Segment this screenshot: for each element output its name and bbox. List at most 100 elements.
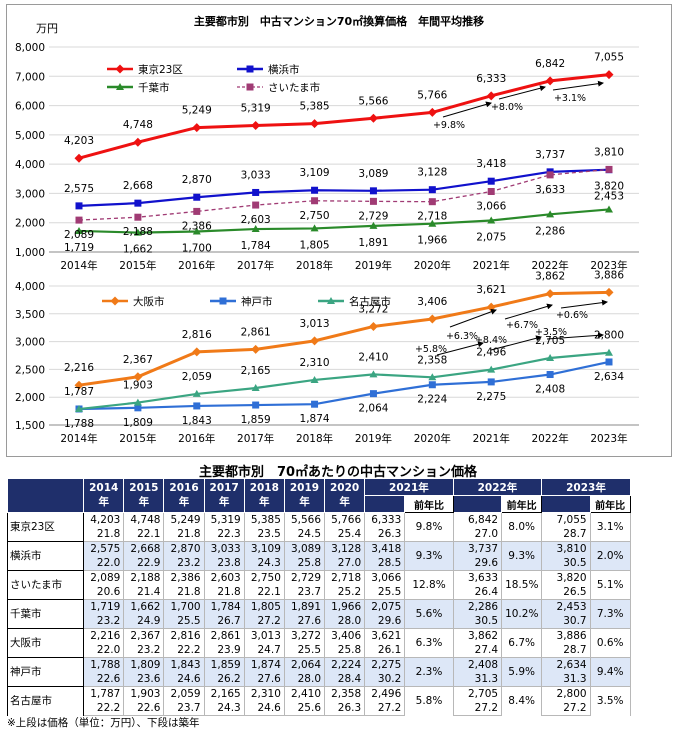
data-point xyxy=(310,224,319,232)
series-line-2 xyxy=(78,168,610,207)
data-label: 2,750 xyxy=(300,210,330,222)
data-point xyxy=(75,216,83,224)
data-label: 3,862 xyxy=(535,271,565,283)
y-tick-label: 3,000 xyxy=(15,188,45,200)
data-point xyxy=(74,380,84,390)
data-point xyxy=(546,371,554,379)
legend-label: 神戸市 xyxy=(241,295,273,308)
data-label: 2,729 xyxy=(358,210,388,222)
data-label: 2,224 xyxy=(417,394,447,406)
city-name: 大阪市 xyxy=(6,628,85,658)
x-tick-label: 2017年 xyxy=(237,432,274,445)
data-point xyxy=(487,187,495,195)
age-cell: 25.6 xyxy=(283,701,326,716)
price-cell: 2,367 xyxy=(123,628,165,643)
legend-marker xyxy=(219,297,227,305)
data-point xyxy=(605,205,613,213)
age-cell: 20.6 xyxy=(83,585,125,600)
data-point xyxy=(428,373,437,381)
age-cell: 22.1 xyxy=(123,527,165,542)
data-label: 2,310 xyxy=(300,357,330,369)
city-name: 千葉市 xyxy=(6,599,85,629)
city-name: 神戸市 xyxy=(6,657,85,687)
year-header: 2015年 xyxy=(123,478,165,513)
chart-frame: 主要都市別 中古マンション70㎡換算価格 年間平均推移 万円 1,000 2,000 3… xyxy=(6,4,672,457)
city-name: 東京23区 xyxy=(6,512,85,542)
data-point xyxy=(486,91,496,101)
yoy-cell: 6.3% xyxy=(404,628,454,658)
data-label: 1,859 xyxy=(241,414,271,426)
price-cell: 2,816 xyxy=(163,628,205,643)
data-label: 2,603 xyxy=(241,214,271,226)
price-cell: 5,385 xyxy=(243,512,285,527)
data-label: 1,662 xyxy=(123,244,153,256)
data-point xyxy=(369,197,377,205)
data-label: 3,033 xyxy=(241,169,271,181)
data-label: 3,418 xyxy=(476,158,506,170)
data-label: 1,784 xyxy=(241,240,271,252)
age-cell: 30.5 xyxy=(452,614,503,629)
price-cell: 1,874 xyxy=(243,657,285,672)
data-point xyxy=(428,381,436,389)
age-cell: 22.3 xyxy=(203,527,245,542)
data-label: 1,700 xyxy=(182,243,212,255)
data-label: 3,013 xyxy=(300,318,330,330)
yoy-cell: 2.0% xyxy=(589,541,631,571)
x-tick-label: 2017年 xyxy=(237,259,274,272)
data-point xyxy=(252,401,260,409)
price-cell: 2,059 xyxy=(163,686,205,701)
x-tick-label: 2014年 xyxy=(60,432,97,445)
price-cell: 3,013 xyxy=(243,628,285,643)
data-point xyxy=(134,213,142,221)
series-line-1 xyxy=(78,290,610,387)
data-label: 2,059 xyxy=(182,371,212,383)
data-label: 3,633 xyxy=(535,184,565,196)
growth-annotation: +6.3% xyxy=(446,331,478,342)
price-cell: 2,668 xyxy=(123,541,165,556)
data-label: 2,408 xyxy=(535,384,565,396)
data-point xyxy=(311,197,319,205)
age-cell: 25.5 xyxy=(283,643,326,658)
price-cell: 5,566 xyxy=(283,512,326,527)
age-cell: 27.0 xyxy=(324,556,366,571)
growth-arrow xyxy=(436,341,484,356)
legend-marker xyxy=(327,297,335,304)
price-cell: 3,621 xyxy=(364,628,406,643)
data-label: 2,064 xyxy=(358,403,388,415)
price-cell: 2,286 xyxy=(452,599,503,614)
age-cell: 21.8 xyxy=(203,585,245,600)
data-label: 5,566 xyxy=(358,95,388,107)
growth-arrow xyxy=(546,332,604,340)
price-cell: 2,165 xyxy=(203,686,245,701)
year-header: 2020年 xyxy=(324,478,366,513)
data-label: 2,816 xyxy=(182,329,212,341)
price-cell: 1,843 xyxy=(163,657,205,672)
age-cell: 26.7 xyxy=(203,614,245,629)
price-cell: 2,386 xyxy=(163,570,205,585)
age-cell: 24.6 xyxy=(163,672,205,687)
age-cell: 28.0 xyxy=(283,672,326,687)
data-point xyxy=(545,76,555,86)
data-label: 2,861 xyxy=(241,326,271,338)
age-cell: 23.2 xyxy=(123,643,165,658)
data-label: 2,575 xyxy=(64,183,94,195)
price-cell: 2,705 xyxy=(452,686,503,701)
yoy-cell: 2.3% xyxy=(404,657,454,687)
yoy-cell: 5.8% xyxy=(404,686,454,716)
age-cell: 30.2 xyxy=(364,672,406,687)
legend-label: 横浜市 xyxy=(268,63,300,76)
y-tick-label: 2,000 xyxy=(15,392,45,404)
legend-marker xyxy=(246,83,254,91)
data-point xyxy=(368,321,378,331)
data-label: 2,870 xyxy=(182,174,212,186)
data-point xyxy=(428,219,437,227)
age-cell: 31.3 xyxy=(452,672,503,687)
growth-annotation: +6.7% xyxy=(506,320,538,331)
age-cell: 22.0 xyxy=(83,643,125,658)
age-cell: 27.2 xyxy=(243,614,285,629)
price-cell: 2,750 xyxy=(243,570,285,585)
data-point xyxy=(310,375,319,383)
data-point xyxy=(193,207,201,215)
age-cell: 21.8 xyxy=(163,585,205,600)
series-line-3 xyxy=(78,351,610,411)
